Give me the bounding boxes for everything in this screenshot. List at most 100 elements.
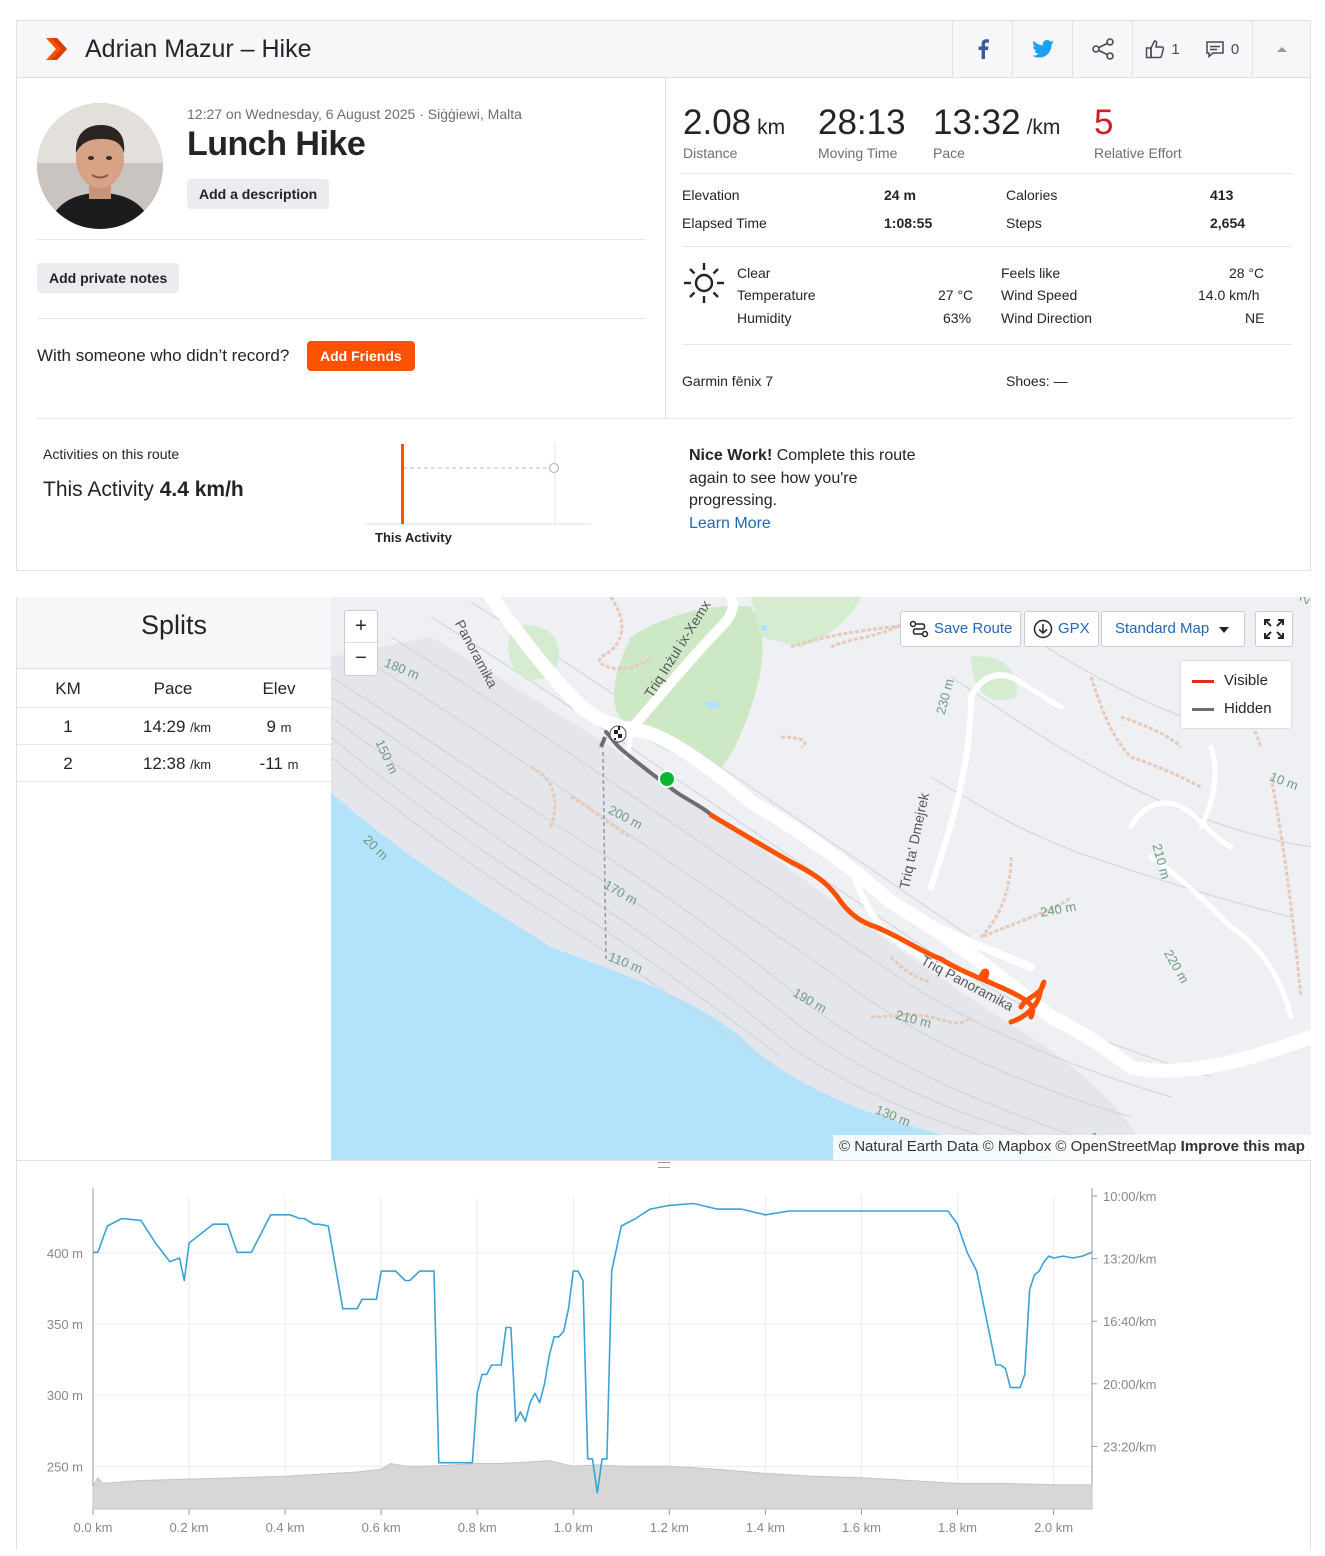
moving-time-value: 28:13 bbox=[818, 103, 906, 142]
temperature-value: 27 °C bbox=[938, 287, 974, 303]
kudos-button[interactable]: 1 bbox=[1132, 21, 1192, 77]
activity-summary: 12:27 on Wednesday, 6 August 2025 · Siġġ… bbox=[16, 77, 1311, 571]
route-comparison-chart[interactable] bbox=[365, 441, 595, 527]
nice-work-message: Nice Work! Complete this route again to … bbox=[689, 445, 969, 535]
col-pace: Pace bbox=[153, 679, 193, 698]
start-marker bbox=[658, 770, 676, 788]
split-row: 2 12:38 /km -11 m bbox=[17, 745, 331, 782]
divider bbox=[682, 173, 1292, 174]
learn-more-link[interactable]: Learn More bbox=[689, 514, 771, 532]
share-button[interactable] bbox=[1072, 21, 1132, 77]
zoom-out-button[interactable]: − bbox=[355, 647, 367, 669]
nice-work-line: Complete this route bbox=[772, 447, 916, 464]
y-right-tick-label: 16:40/km bbox=[1103, 1314, 1156, 1329]
x-tick-label: 0.2 km bbox=[170, 1520, 209, 1535]
calories-label: Calories bbox=[1006, 187, 1058, 203]
y-left-tick-label: 250 m bbox=[47, 1459, 83, 1474]
this-activity-bar bbox=[401, 444, 404, 524]
add-description-button[interactable]: Add a description bbox=[187, 179, 330, 209]
distance-unit: km bbox=[757, 116, 786, 139]
relative-effort-value[interactable]: 5 bbox=[1094, 103, 1114, 142]
chevron-down-icon bbox=[1219, 627, 1229, 633]
activity-meta: 12:27 on Wednesday, 6 August 2025 · Siġġ… bbox=[187, 106, 522, 122]
this-activity-speed: 4.4 km/h bbox=[159, 478, 244, 501]
y-right-tick-label: 13:20/km bbox=[1103, 1252, 1156, 1267]
avatar-image bbox=[37, 103, 163, 229]
divider bbox=[37, 239, 645, 240]
x-tick-label: 0.4 km bbox=[266, 1520, 305, 1535]
this-activity-label: This Activity bbox=[43, 478, 154, 501]
route-map[interactable]: Panoramika Triq Inżul ix-Xemx Triq ta' D… bbox=[331, 597, 1311, 1160]
fullscreen-button[interactable] bbox=[1255, 611, 1293, 647]
zoom-in-button[interactable]: + bbox=[345, 611, 377, 643]
split-pace: 14:29 /km bbox=[127, 717, 227, 737]
map-legend: Visible Hidden bbox=[1180, 660, 1292, 729]
feels-like-value: 28 °C bbox=[1229, 265, 1265, 281]
x-tick-label: 0.8 km bbox=[458, 1520, 497, 1535]
add-private-notes-button[interactable]: Add private notes bbox=[37, 263, 180, 293]
nice-work-bold: Nice Work! bbox=[689, 447, 773, 464]
athlete-avatar[interactable] bbox=[37, 103, 163, 229]
facebook-share-button[interactable] bbox=[952, 21, 1012, 77]
add-friends-button[interactable]: Add Friends bbox=[307, 341, 415, 371]
attribution-text[interactable]: © Natural Earth Data © Mapbox © OpenStre… bbox=[839, 1138, 1177, 1155]
pace-label: Pace bbox=[933, 145, 965, 161]
y-left-tick-label: 300 m bbox=[47, 1388, 83, 1403]
splits-panel: Splits KM Pace Elev 1 14:29 /km 9 m 2 12… bbox=[16, 597, 331, 1160]
fullscreen-icon bbox=[1264, 619, 1284, 639]
visible-legend-label: Visible bbox=[1224, 672, 1268, 689]
splits-header: Splits bbox=[17, 597, 331, 669]
split-pace-value: 14:29 bbox=[142, 717, 186, 736]
wind-direction-label: Wind Direction bbox=[1001, 310, 1093, 326]
share-icon bbox=[1091, 38, 1114, 60]
distance-stat: 2.08 km bbox=[683, 103, 785, 143]
elevation-pace-chart[interactable]: 0.0 km 0.2 km 0.4 km 0.6 km 0.8 km 1.0 km 1.2 … bbox=[17, 1161, 1310, 1551]
elevation-area bbox=[92, 1460, 1093, 1510]
improve-map-link[interactable]: Improve this map bbox=[1180, 1138, 1305, 1155]
twitter-share-button[interactable] bbox=[1012, 21, 1072, 77]
y-left-tick-label: 350 m bbox=[47, 1317, 83, 1332]
col-km: KM bbox=[55, 679, 81, 698]
pace-unit: /km bbox=[1026, 116, 1061, 139]
map-style-select[interactable]: Standard Map bbox=[1101, 611, 1245, 647]
weather-condition: Clear bbox=[737, 265, 771, 281]
x-tick-label: 2.0 km bbox=[1034, 1520, 1073, 1535]
hidden-legend-swatch bbox=[1192, 708, 1214, 711]
resize-handle[interactable] bbox=[658, 1162, 670, 1168]
pace-line bbox=[93, 1202, 1093, 1494]
with-someone-text: With someone who didn’t record? bbox=[37, 346, 290, 365]
caret-up-icon bbox=[1276, 47, 1287, 52]
download-icon bbox=[1033, 619, 1053, 639]
x-tick-label: 1.2 km bbox=[650, 1520, 689, 1535]
split-elev-value: 9 bbox=[266, 717, 276, 736]
split-km: 1 bbox=[63, 717, 73, 736]
map-attribution: © Natural Earth Data © Mapbox © OpenStre… bbox=[833, 1135, 1311, 1160]
feels-like-label: Feels like bbox=[1001, 265, 1061, 281]
humidity-label: Humidity bbox=[737, 310, 792, 326]
steps-label: Steps bbox=[1006, 215, 1042, 231]
pace-stat: 13:32/km bbox=[933, 103, 1060, 143]
twitter-icon bbox=[1031, 40, 1054, 58]
zoom-controls: + − bbox=[344, 610, 378, 676]
comments-button[interactable]: 0 bbox=[1192, 21, 1252, 77]
kudos-count: 1 bbox=[1171, 40, 1180, 58]
split-pace-unit: /km bbox=[190, 720, 212, 735]
distance-label: Distance bbox=[683, 145, 738, 161]
collapse-button[interactable] bbox=[1252, 21, 1310, 77]
x-tick-label: 0.6 km bbox=[362, 1520, 401, 1535]
wind-speed-value: 14.0 km/h bbox=[1198, 287, 1260, 303]
map-style-label: Standard Map bbox=[1115, 620, 1210, 637]
route-icon bbox=[909, 620, 929, 638]
split-pace: 12:38 /km bbox=[127, 754, 227, 774]
gpx-download-button[interactable]: GPX bbox=[1024, 611, 1099, 647]
col-elev: Elev bbox=[262, 679, 296, 698]
split-pace-value: 12:38 bbox=[142, 754, 186, 773]
y-left-tick-label: 400 m bbox=[47, 1246, 83, 1261]
divider bbox=[37, 418, 1292, 419]
divider bbox=[37, 318, 645, 319]
distance-value: 2.08 bbox=[683, 103, 752, 142]
save-route-button[interactable]: Save Route bbox=[900, 611, 1022, 647]
shoes-info[interactable]: Shoes: — bbox=[1006, 373, 1068, 389]
hidden-legend-label: Hidden bbox=[1224, 700, 1272, 717]
elevation-value: 24 m bbox=[884, 187, 916, 203]
